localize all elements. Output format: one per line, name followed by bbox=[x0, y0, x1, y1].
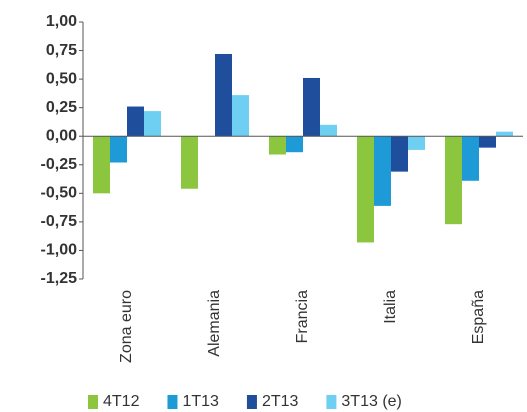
bar bbox=[303, 77, 320, 137]
bar bbox=[462, 136, 479, 181]
y-tick-label: 0,75 bbox=[46, 42, 77, 59]
y-tick-label: -1,00 bbox=[41, 242, 78, 259]
x-tick-label: Francia bbox=[294, 290, 311, 343]
legend-label: 4T12 bbox=[103, 393, 140, 410]
y-tick-label: -0,50 bbox=[41, 185, 78, 202]
bar bbox=[232, 95, 249, 137]
x-tick-label: España bbox=[470, 290, 487, 344]
bar bbox=[374, 136, 391, 206]
bar bbox=[127, 106, 144, 137]
y-tick-label: -0,75 bbox=[41, 213, 78, 230]
bar bbox=[144, 111, 161, 137]
bar bbox=[181, 136, 198, 189]
legend-label: 2T13 bbox=[262, 393, 299, 410]
bar bbox=[320, 124, 337, 137]
bar bbox=[110, 136, 127, 163]
legend-swatch bbox=[167, 395, 178, 409]
y-tick-label: -1,25 bbox=[41, 270, 78, 287]
bar bbox=[391, 136, 408, 172]
x-tick-label: Zona euro bbox=[118, 290, 135, 363]
bar bbox=[479, 136, 496, 148]
bar bbox=[286, 136, 303, 153]
bar bbox=[93, 136, 110, 194]
x-tick-label: Alemania bbox=[206, 290, 223, 357]
legend-swatch bbox=[326, 395, 337, 409]
y-tick-label: 0,00 bbox=[46, 127, 77, 144]
legend-label: 1T13 bbox=[182, 393, 219, 410]
bar bbox=[357, 136, 374, 243]
bar bbox=[496, 131, 513, 137]
y-tick-label: -0,25 bbox=[41, 156, 78, 173]
legend-label: 3T13 (e) bbox=[341, 393, 401, 410]
y-tick-label: 1,00 bbox=[46, 13, 77, 30]
bar bbox=[269, 136, 286, 155]
bar bbox=[445, 136, 462, 225]
bar bbox=[408, 136, 425, 150]
y-tick-label: 0,50 bbox=[46, 70, 77, 87]
bar bbox=[215, 53, 232, 137]
legend-swatch bbox=[88, 395, 98, 409]
y-tick-label: 0,25 bbox=[46, 99, 77, 116]
legend-swatch bbox=[246, 395, 257, 409]
x-tick-label: Italia bbox=[382, 290, 399, 324]
